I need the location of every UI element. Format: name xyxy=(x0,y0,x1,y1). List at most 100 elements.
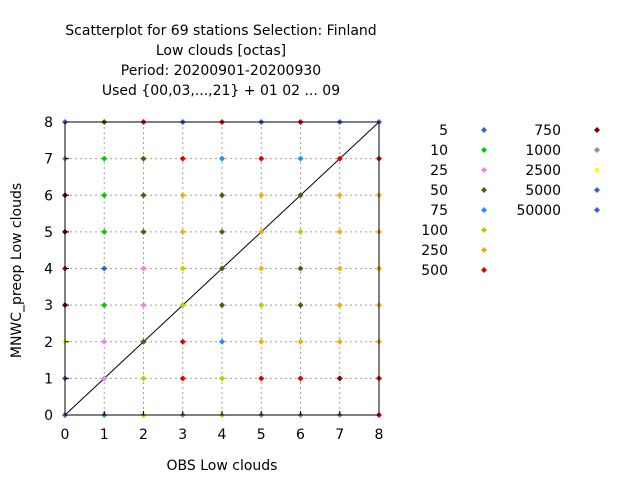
x-tick-label: 5 xyxy=(257,427,266,443)
data-point xyxy=(179,302,186,309)
legend-label: 10 xyxy=(430,143,448,159)
legend-marker xyxy=(481,267,487,273)
legend-marker xyxy=(481,127,487,133)
y-tick-label: 6 xyxy=(44,188,53,204)
y-tick-label: 5 xyxy=(44,225,53,241)
title-line-0: Scatterplot for 69 stations Selection: F… xyxy=(65,23,376,39)
data-point xyxy=(219,338,225,345)
legend-label: 2500 xyxy=(525,163,561,179)
legend-marker xyxy=(594,167,600,173)
legend-label: 500 xyxy=(421,263,448,279)
data-point xyxy=(258,302,265,309)
y-tick-label: 7 xyxy=(44,152,53,168)
data-point xyxy=(101,228,108,235)
legend-label: 750 xyxy=(534,123,561,139)
data-point xyxy=(179,155,186,162)
legend-label: 5 xyxy=(439,123,448,139)
data-point xyxy=(101,375,108,382)
y-axis-ticks: 0 1 2 3 4 5 6 7 8 xyxy=(44,115,69,424)
y-tick-label: 4 xyxy=(44,262,53,278)
x-tick-label: 4 xyxy=(218,427,227,443)
data-point xyxy=(179,192,186,199)
legend-marker xyxy=(481,227,487,233)
x-tick-label: 3 xyxy=(178,427,187,443)
legend-marker xyxy=(481,147,487,153)
x-axis-label: OBS Low clouds xyxy=(167,458,278,474)
data-point xyxy=(297,228,304,235)
data-point xyxy=(336,155,343,162)
legend-marker xyxy=(594,207,600,213)
data-point xyxy=(219,155,225,162)
title-line-3: Used {00,03,...,21} + 01 02 ... 09 xyxy=(102,83,340,99)
data-point xyxy=(297,338,304,345)
data-point xyxy=(179,375,186,382)
legend-marker xyxy=(481,207,487,213)
data-point xyxy=(297,265,304,272)
data-point xyxy=(258,228,265,235)
legend-label: 5000 xyxy=(525,183,561,199)
data-point xyxy=(258,192,265,199)
data-point xyxy=(336,228,343,235)
y-axis-label: MNWC_preop Low clouds xyxy=(9,183,25,358)
data-point xyxy=(336,375,343,382)
data-point xyxy=(219,265,225,272)
data-point xyxy=(101,192,108,199)
y-tick-label: 8 xyxy=(44,115,53,131)
data-point xyxy=(336,192,343,199)
legend-label: 250 xyxy=(421,243,448,259)
x-tick-label: 6 xyxy=(296,427,305,443)
y-tick-label: 3 xyxy=(44,298,53,314)
x-tick-label: 7 xyxy=(335,427,344,443)
data-point xyxy=(258,338,265,345)
legend-label: 100 xyxy=(421,223,448,239)
legend-label: 75 xyxy=(430,203,448,219)
x-tick-label: 0 xyxy=(61,427,70,443)
legend-label: 1000 xyxy=(525,143,561,159)
legend-marker xyxy=(481,167,487,173)
data-point xyxy=(336,338,343,345)
data-point xyxy=(179,338,186,345)
legend: 5 10 25 50 75 100 250 500 750 1000 2500 5000 50000 xyxy=(421,123,600,279)
data-point xyxy=(219,192,225,199)
y-tick-label: 1 xyxy=(44,371,53,387)
legend-label: 50000 xyxy=(516,203,561,219)
data-point xyxy=(219,302,225,309)
data-point xyxy=(179,265,186,272)
x-tick-label: 1 xyxy=(100,427,109,443)
y-tick-label: 2 xyxy=(44,335,53,351)
data-point xyxy=(140,155,147,162)
data-point xyxy=(297,192,304,199)
data-point xyxy=(140,265,147,272)
chart-title: Scatterplot for 69 stations Selection: F… xyxy=(65,23,376,99)
x-axis-ticks: 0 1 2 3 4 5 6 7 8 xyxy=(61,411,384,443)
data-point xyxy=(258,375,265,382)
data-point xyxy=(297,375,304,382)
data-point xyxy=(336,265,343,272)
data-point xyxy=(219,228,225,235)
data-point xyxy=(140,302,147,309)
data-point xyxy=(179,228,186,235)
y-tick-label: 0 xyxy=(44,408,53,424)
legend-marker xyxy=(481,247,487,253)
data-point xyxy=(297,155,304,162)
x-tick-label: 2 xyxy=(139,427,148,443)
data-point xyxy=(101,338,108,345)
data-points xyxy=(62,119,382,418)
data-point xyxy=(140,192,147,199)
legend-marker xyxy=(594,187,600,193)
legend-label: 50 xyxy=(430,183,448,199)
data-point xyxy=(336,302,343,309)
data-point xyxy=(101,155,108,162)
data-point xyxy=(219,375,225,382)
x-tick-label: 8 xyxy=(375,427,384,443)
data-point xyxy=(258,265,265,272)
data-point xyxy=(297,302,304,309)
data-point xyxy=(140,338,147,345)
data-point xyxy=(140,228,147,235)
legend-marker xyxy=(594,147,600,153)
data-point xyxy=(101,265,108,272)
data-point xyxy=(101,302,108,309)
legend-marker xyxy=(594,127,600,133)
legend-label: 25 xyxy=(430,163,448,179)
